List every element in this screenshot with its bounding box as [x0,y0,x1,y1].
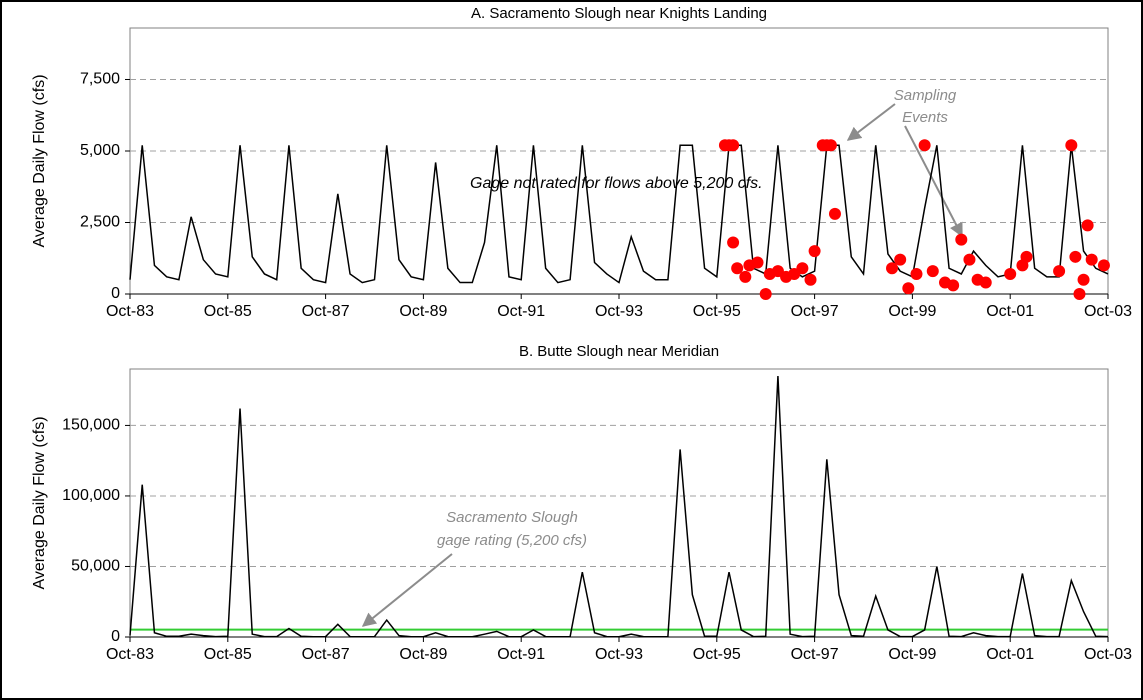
sampling-event [886,262,899,275]
annotation: Gage not rated for flows above 5,200 cfs… [470,175,763,192]
sampling-event [727,236,740,249]
x-tick-label: Oct-95 [693,646,741,663]
sampling-event [796,262,809,275]
sampling-event [731,262,744,275]
sampling-event [808,245,821,258]
arrow [904,125,963,238]
x-tick-label: Oct-99 [888,646,936,663]
sampling-event [727,139,740,152]
sampling-event [1053,265,1066,278]
sampling-event [828,207,841,220]
x-tick-label: Oct-91 [497,646,545,663]
y-tick-label: 0 [111,628,120,645]
sampling-event [963,253,976,266]
sampling-event [1085,253,1098,266]
sampling-event [979,276,992,289]
sampling-event [947,279,960,292]
sampling-event [739,270,752,283]
sampling-event [824,139,837,152]
chart-title: A. Sacramento Slough near Knights Landin… [471,5,767,22]
x-tick-label: Oct-97 [791,646,839,663]
sampling-event [894,253,907,266]
x-tick-label: Oct-03 [1084,303,1132,320]
annotation: Sampling [894,87,957,104]
sampling-event [1073,288,1086,300]
sampling-event [751,256,764,269]
x-tick-label: Oct-01 [986,646,1034,663]
x-tick-label: Oct-91 [497,303,545,320]
sampling-event [918,139,931,152]
chart-title: B. Butte Slough near Meridian [519,343,719,360]
sampling-event [910,267,923,280]
y-tick-label: 100,000 [62,487,120,504]
y-tick-label: 50,000 [71,558,120,575]
x-tick-label: Oct-89 [399,303,447,320]
x-tick-label: Oct-87 [302,303,350,320]
annotation: gage rating (5,200 cfs) [437,532,587,549]
sampling-event [926,265,939,278]
y-tick-label: 5,000 [80,142,120,159]
sampling-event [1097,259,1110,272]
y-tick-label: 7,500 [80,71,120,88]
y-tick-label: 2,500 [80,214,120,231]
sampling-event [759,288,772,300]
x-tick-label: Oct-89 [399,646,447,663]
arrow [846,103,896,141]
x-tick-label: Oct-93 [595,646,643,663]
sampling-event [955,233,968,246]
x-tick-label: Oct-85 [204,646,252,663]
x-tick-label: Oct-97 [791,303,839,320]
flow-line [129,144,1109,284]
x-tick-label: Oct-83 [106,303,154,320]
annotation: Sacramento Slough [446,509,578,526]
arrow [361,553,453,627]
x-tick-label: Oct-93 [595,303,643,320]
annotation: Events [902,109,948,126]
y-axis-label: Average Daily Flow (cfs) [31,416,48,589]
x-tick-label: Oct-99 [888,303,936,320]
flow-line [129,376,1109,638]
x-tick-label: Oct-83 [106,646,154,663]
y-axis-label: Average Daily Flow (cfs) [31,74,48,247]
y-tick-label: 150,000 [62,417,120,434]
x-tick-label: Oct-95 [693,303,741,320]
sampling-event [1065,139,1078,152]
x-tick-label: Oct-85 [204,303,252,320]
sampling-event [1004,267,1017,280]
x-tick-label: Oct-87 [302,646,350,663]
x-tick-label: Oct-03 [1084,646,1132,663]
y-tick-label: 0 [111,285,120,302]
sampling-event [804,273,817,286]
sampling-event [1069,250,1082,263]
sampling-event [1077,273,1090,286]
sampling-event [1081,219,1094,232]
x-tick-label: Oct-01 [986,303,1034,320]
sampling-event [902,282,915,295]
sampling-event [1020,250,1033,263]
